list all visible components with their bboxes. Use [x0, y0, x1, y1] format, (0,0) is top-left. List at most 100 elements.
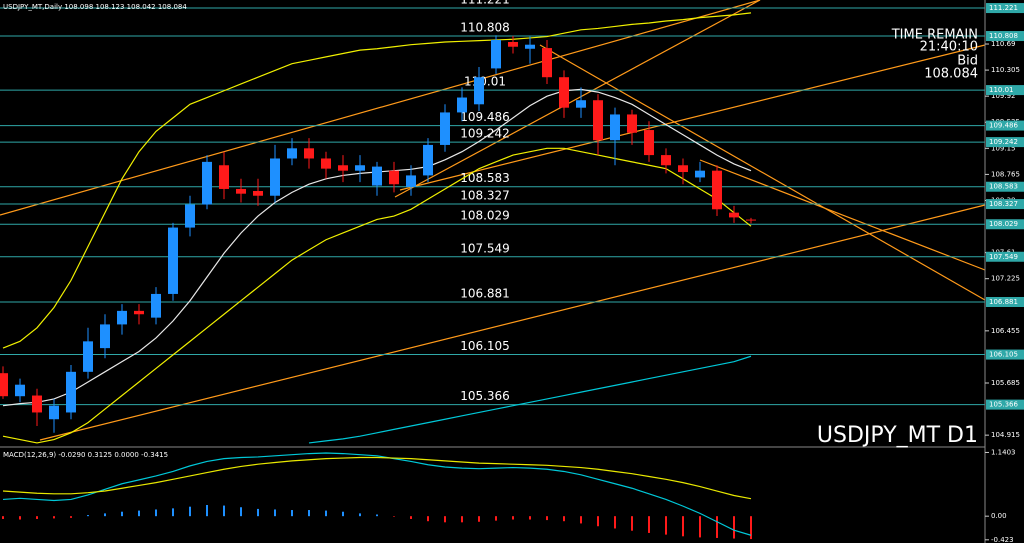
candle-body	[610, 114, 620, 141]
y-tick-label: 105.685	[991, 379, 1020, 387]
candle-body	[304, 148, 314, 159]
candle-body	[406, 175, 416, 187]
level-label: 110.01	[464, 75, 506, 89]
level-tag-label: 109.242	[989, 138, 1018, 146]
candle-body	[746, 219, 756, 221]
candle-body	[593, 100, 603, 141]
trendline	[399, 44, 986, 191]
candle-body	[321, 158, 331, 169]
candle-body	[151, 293, 161, 318]
level-tag	[986, 219, 1024, 230]
y-tick-label: 106.455	[991, 327, 1020, 335]
bid-label: Bid	[957, 54, 978, 69]
candle-body	[423, 144, 433, 176]
indicator-line	[2, 147, 752, 444]
level-tag	[986, 85, 1024, 96]
level-label: 108.583	[460, 171, 510, 185]
level-tag-label: 111.221	[989, 4, 1018, 12]
level-tag-label: 108.327	[989, 200, 1018, 208]
candle-body	[389, 170, 399, 185]
level-tag-label: 105.366	[989, 401, 1018, 409]
symbol-label: USDJPY_MT D1	[817, 423, 978, 448]
macd-line	[2, 456, 752, 500]
level-tag	[986, 31, 1024, 42]
candle-body	[440, 112, 450, 145]
level-tag-label: 108.583	[989, 183, 1018, 191]
y-tick-label: 110.69	[991, 40, 1016, 48]
candle-body	[32, 395, 42, 413]
candle-body	[712, 170, 722, 210]
chart-title: USDJPY_MT,Daily 108.098 108.123 108.042 …	[3, 3, 187, 11]
level-label: 108.327	[460, 189, 510, 203]
candle-body	[83, 341, 93, 372]
bid-value: 108.084	[924, 67, 978, 82]
candle-body	[695, 170, 705, 178]
candle-body	[202, 161, 212, 205]
trendlines	[0, 0, 986, 441]
indicator-line	[308, 355, 752, 444]
level-label: 110.808	[460, 21, 510, 35]
level-tag	[986, 199, 1024, 210]
level-label: 105.366	[460, 389, 510, 403]
candle-body	[134, 310, 144, 315]
y-tick-label: 0.00	[991, 512, 1007, 520]
candle-body	[287, 148, 297, 159]
level-tag	[986, 137, 1024, 148]
level-tag-label: 110.808	[989, 32, 1018, 40]
y-tick-label: 107.225	[991, 275, 1020, 283]
time-remain-label: TIME REMAIN	[891, 28, 978, 43]
candle-body	[168, 227, 178, 294]
level-label: 111.221	[460, 0, 510, 7]
candle-body	[49, 405, 59, 420]
trendline	[699, 159, 986, 271]
candle-body	[219, 165, 229, 189]
level-tag	[986, 181, 1024, 192]
candle-body	[491, 39, 501, 69]
level-tag	[986, 399, 1024, 410]
trendline	[39, 204, 986, 441]
candle-body	[15, 384, 25, 397]
y-tick-label: 108.765	[991, 170, 1020, 178]
level-label: 108.029	[460, 209, 510, 223]
level-label: 107.549	[460, 241, 510, 255]
candle-body	[661, 155, 671, 166]
candle-body	[0, 373, 8, 397]
candle-body	[338, 165, 348, 171]
candle-body	[270, 158, 280, 196]
y-tick-label: 104.915	[991, 431, 1020, 439]
y-tick-label: 110.305	[991, 66, 1020, 74]
level-tag-label: 107.549	[989, 253, 1018, 261]
candle-body	[66, 371, 76, 413]
candle-body	[559, 77, 569, 108]
candle-body	[100, 324, 110, 349]
candle-body	[457, 97, 467, 113]
macd-title: MACD(12,26,9) -0.0290 0.3125 0.0000 -0.3…	[3, 451, 168, 459]
candle-body	[253, 190, 263, 196]
candle-body	[678, 165, 688, 173]
y-tick-label: 109.15	[991, 144, 1016, 152]
y-tick-label: 109.92	[991, 92, 1016, 100]
level-tag-label: 109.486	[989, 122, 1018, 130]
candle-body	[355, 165, 365, 171]
trendline	[394, 0, 761, 198]
candle-body	[627, 114, 637, 133]
level-tag-label: 110.01	[989, 86, 1014, 94]
candle-body	[644, 130, 654, 156]
y-tick-label: 1.1403	[991, 448, 1016, 456]
level-label: 109.486	[460, 110, 510, 124]
level-tag	[986, 120, 1024, 131]
level-tag-label: 106.105	[989, 351, 1018, 359]
candle-body	[236, 188, 246, 194]
indicator-line	[2, 12, 752, 349]
candle-body	[729, 212, 739, 218]
candle-body	[508, 41, 518, 47]
candle-body	[542, 48, 552, 78]
time-remain: 21:40:10	[920, 40, 978, 55]
level-label: 109.242	[460, 127, 510, 141]
level-tag	[986, 296, 1024, 307]
trendline	[539, 44, 986, 301]
y-tick-label: -0.423	[991, 536, 1014, 543]
candle-body	[474, 77, 484, 105]
